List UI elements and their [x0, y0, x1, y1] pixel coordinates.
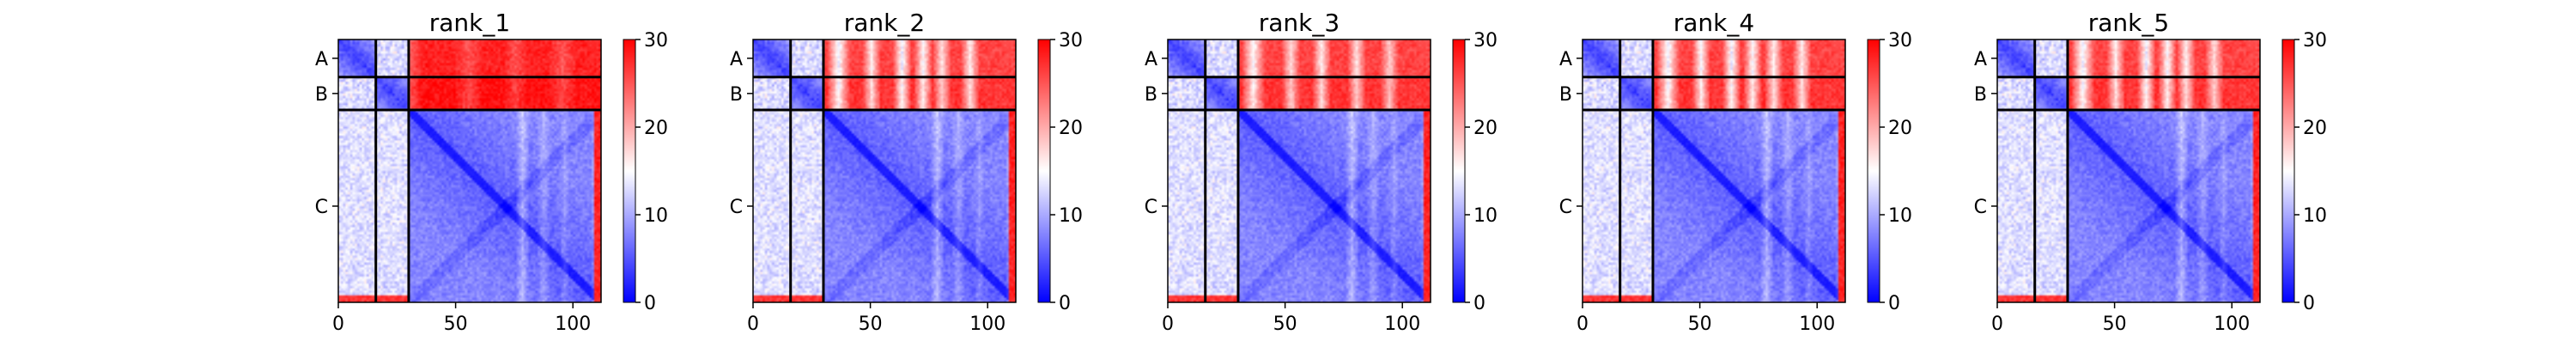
colorbar-tick-label: 30: [2303, 30, 2327, 52]
colorbar-tick-label: 0: [644, 293, 656, 314]
chain-label-C: C: [730, 197, 743, 218]
colorbar: [2281, 39, 2295, 303]
panel-title: rank_1: [429, 9, 510, 37]
chain-label-C: C: [315, 197, 328, 218]
chain-label-C: C: [1559, 197, 1572, 218]
pae-heatmap-rank_5: [1997, 40, 2260, 302]
x-tick-label: 100: [969, 314, 1005, 335]
x-tick-label: 50: [1273, 314, 1297, 335]
x-tick-label: 100: [555, 314, 591, 335]
colorbar: [1452, 39, 1466, 303]
colorbar-tick-label: 20: [1473, 118, 1498, 139]
x-tick-label: 0: [1577, 314, 1589, 335]
colorbar-tick-label: 20: [644, 118, 668, 139]
colorbar-tick-label: 30: [1059, 30, 1083, 52]
colorbar-tick-label: 30: [644, 30, 668, 52]
pae-heatmap-rank_3: [1168, 40, 1431, 302]
colorbar-tick-label: 30: [1473, 30, 1498, 52]
chain-label-A: A: [1974, 49, 1987, 70]
colorbar-tick-label: 20: [1059, 118, 1083, 139]
panel-rank_4: rank_4 AB C 0 50 100 0 10 20 30: [1559, 9, 1912, 335]
panel-title: rank_2: [844, 9, 925, 37]
colorbar-tick-label: 0: [1888, 293, 1900, 314]
colorbar-tick-label: 10: [1059, 205, 1083, 227]
colorbar-tick-label: 0: [1473, 293, 1485, 314]
pae-heatmap-rank_2: [753, 40, 1016, 302]
plot-frame: [752, 39, 1017, 303]
colorbar-tick-label: 10: [644, 205, 668, 227]
panel-title: rank_3: [1259, 9, 1340, 37]
chain-label-C: C: [1145, 197, 1157, 218]
plot-frame: [1167, 39, 1431, 303]
x-tick-label: 100: [1384, 314, 1420, 335]
colorbar-tick-label: 30: [1888, 30, 1912, 52]
pae-heatmap-rank_1: [338, 40, 601, 302]
chain-label-A: A: [315, 49, 328, 70]
panel-rank_1: rank_1 AB C 0 50 100 0 10 20 30: [315, 9, 668, 335]
colorbar-tick-label: 10: [2303, 205, 2327, 227]
x-tick-label: 100: [1799, 314, 1835, 335]
plot-frame: [1996, 39, 2261, 303]
colorbar: [1867, 39, 1880, 303]
pae-heatmap-rank_4: [1583, 40, 1845, 302]
colorbar-tick-label: 10: [1888, 205, 1912, 227]
colorbar-tick-label: 10: [1473, 205, 1498, 227]
chain-label-A: A: [730, 49, 743, 70]
x-tick-label: 50: [1688, 314, 1712, 335]
chain-label-A: A: [1559, 49, 1572, 70]
x-tick-label: 50: [2103, 314, 2127, 335]
chain-label-B: B: [1145, 84, 1157, 106]
x-tick-label: 0: [1162, 314, 1174, 335]
panel-rank_3: rank_3 AB C 0 50 100 0 10 20 30: [1145, 9, 1498, 335]
chain-label-A: A: [1145, 49, 1157, 70]
plot-frame: [1582, 39, 1846, 303]
colorbar-tick-label: 0: [2303, 293, 2315, 314]
x-tick-label: 50: [859, 314, 883, 335]
x-tick-label: 100: [2214, 314, 2250, 335]
colorbar: [1037, 39, 1051, 303]
colorbar: [623, 39, 636, 303]
chain-label-B: B: [1559, 84, 1572, 106]
chain-label-C: C: [1974, 197, 1987, 218]
panel-rank_2: rank_2 AB C 0 50 100 0 10 20 30: [730, 9, 1083, 335]
chain-label-B: B: [730, 84, 743, 106]
panel-rank_5: rank_5 AB C 0 50 100 0 10 20 30: [1974, 9, 2327, 335]
plot-frame: [337, 39, 602, 303]
x-tick-label: 0: [747, 314, 759, 335]
chain-label-B: B: [315, 84, 328, 106]
colorbar-tick-label: 0: [1059, 293, 1071, 314]
x-tick-label: 0: [332, 314, 344, 335]
chain-label-B: B: [1974, 84, 1987, 106]
x-tick-label: 50: [444, 314, 468, 335]
panel-title: rank_4: [1674, 9, 1754, 37]
colorbar-tick-label: 20: [2303, 118, 2327, 139]
panel-title: rank_5: [2088, 9, 2169, 37]
colorbar-tick-label: 20: [1888, 118, 1912, 139]
x-tick-label: 0: [1991, 314, 2003, 335]
